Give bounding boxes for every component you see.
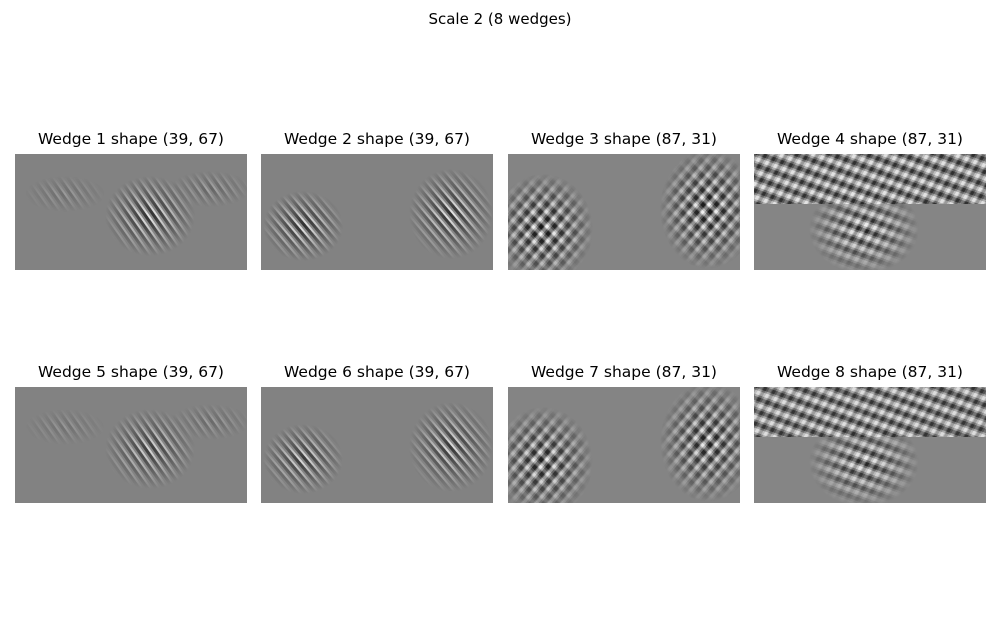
wedge-title: Wedge 5 shape (39, 67) bbox=[38, 363, 224, 381]
wedge-image bbox=[754, 154, 986, 270]
wedge-title: Wedge 7 shape (87, 31) bbox=[531, 363, 717, 381]
wedge-panel-5: Wedge 5 shape (39, 67) bbox=[15, 363, 247, 503]
wedge-title: Wedge 2 shape (39, 67) bbox=[284, 130, 470, 148]
wedge-panel-1: Wedge 1 shape (39, 67) bbox=[15, 130, 247, 270]
wedge-panel-4: Wedge 4 shape (87, 31) bbox=[754, 130, 986, 270]
wedge-panel-6: Wedge 6 shape (39, 67) bbox=[261, 363, 493, 503]
wedge-image bbox=[15, 154, 247, 270]
wedge-image bbox=[754, 387, 986, 503]
wedge-panel-2: Wedge 2 shape (39, 67) bbox=[261, 130, 493, 270]
wedge-title: Wedge 4 shape (87, 31) bbox=[777, 130, 963, 148]
wedge-image bbox=[261, 387, 493, 503]
wedge-title: Wedge 8 shape (87, 31) bbox=[777, 363, 963, 381]
wedge-image bbox=[508, 387, 740, 503]
wedge-image bbox=[15, 387, 247, 503]
figure-title: Scale 2 (8 wedges) bbox=[428, 10, 572, 28]
wedge-panel-7: Wedge 7 shape (87, 31) bbox=[508, 363, 740, 503]
wedge-panel-8: Wedge 8 shape (87, 31) bbox=[754, 363, 986, 503]
wedge-title: Wedge 1 shape (39, 67) bbox=[38, 130, 224, 148]
wedge-panel-3: Wedge 3 shape (87, 31) bbox=[508, 130, 740, 270]
wedge-title: Wedge 3 shape (87, 31) bbox=[531, 130, 717, 148]
wedge-image bbox=[261, 154, 493, 270]
wedge-title: Wedge 6 shape (39, 67) bbox=[284, 363, 470, 381]
wedge-image bbox=[508, 154, 740, 270]
